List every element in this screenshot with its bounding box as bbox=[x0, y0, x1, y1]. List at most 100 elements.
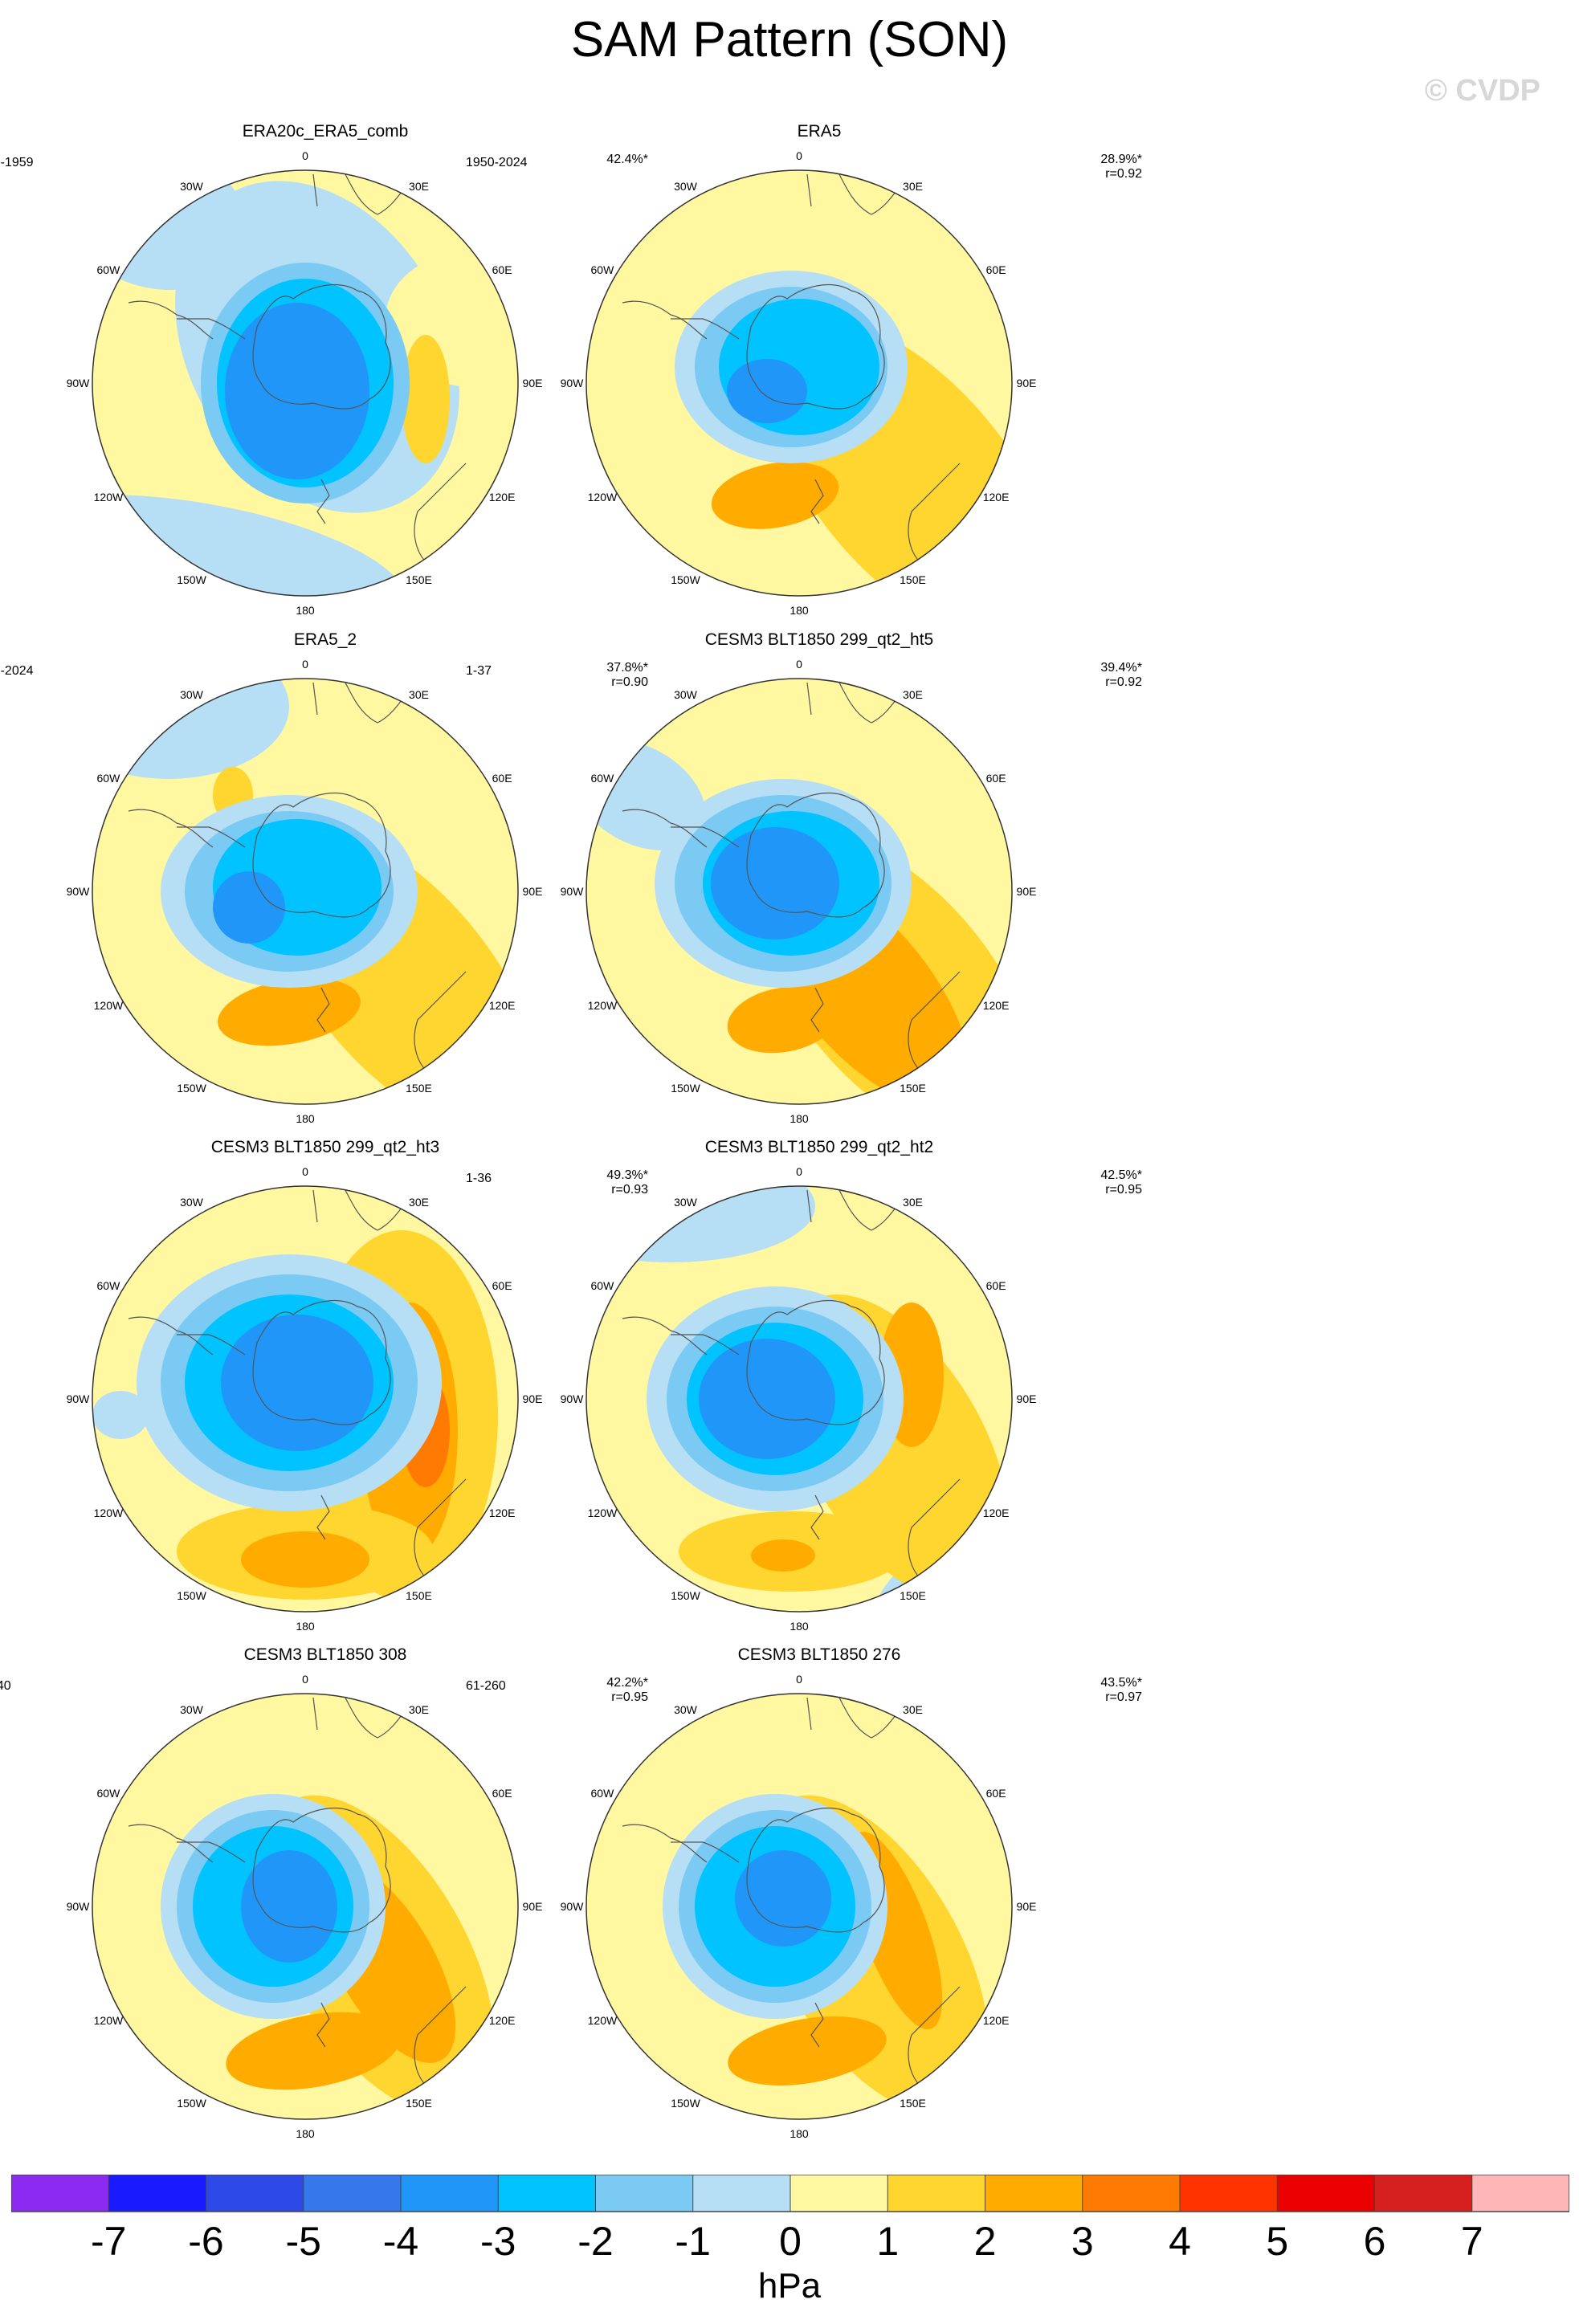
colorbar-swatch bbox=[303, 2175, 401, 2212]
longitude-label: 90E bbox=[1016, 1900, 1037, 1913]
panel-title: ERA5 bbox=[797, 122, 842, 141]
new-zealand-coastline bbox=[316, 987, 330, 1033]
longitude-label: 60E bbox=[492, 771, 512, 785]
longitude-label: 60W bbox=[590, 263, 614, 276]
longitude-label: 150W bbox=[177, 573, 206, 587]
longitude-label: 150W bbox=[671, 1082, 700, 1095]
longitude-label: 150E bbox=[406, 573, 432, 587]
panel-title: CESM3 BLT1850 299_qt2_ht3 bbox=[210, 1138, 440, 1156]
new-zealand-coastline bbox=[316, 2002, 330, 2048]
polar-map bbox=[92, 1693, 519, 2120]
new-zealand-coastline bbox=[810, 479, 824, 524]
longitude-label: 120E bbox=[982, 998, 1010, 1012]
panel-title: CESM3 BLT1850 299_qt2_ht5 bbox=[704, 630, 934, 649]
contour-region bbox=[699, 1339, 835, 1459]
longitude-label: 150W bbox=[671, 573, 700, 587]
longitude-label: 120W bbox=[93, 490, 124, 504]
longitude-label: 180 bbox=[296, 1620, 315, 1633]
longitude-label: 60W bbox=[96, 1278, 120, 1292]
explained-variance: 42.2%* bbox=[606, 1676, 648, 1690]
longitude-label: 150W bbox=[671, 1589, 700, 1603]
colorbar-swatch bbox=[1180, 2175, 1278, 2212]
longitude-label: 60W bbox=[96, 263, 120, 276]
panel-title: CESM3 BLT1850 276 bbox=[737, 1645, 901, 1664]
panel-stats: 42.5%* r=0.95 bbox=[1100, 1168, 1142, 1197]
new-zealand-coastline bbox=[810, 1494, 824, 1540]
map-panel: ERA20c_ERA5_comb 1900-1959 42.4%* 0 30E 60E 90… bbox=[0, 122, 687, 636]
polar-map bbox=[585, 1693, 1013, 2120]
longitude-label: 90W bbox=[560, 1392, 584, 1405]
australia-coastline bbox=[908, 1478, 961, 1584]
longitude-label: 90W bbox=[66, 1900, 90, 1913]
colorbar-swatch bbox=[108, 2175, 206, 2212]
longitude-label: 30E bbox=[409, 179, 429, 193]
australia-coastline bbox=[414, 1478, 467, 1584]
antarctica-coastline bbox=[177, 1808, 391, 1933]
map-boundary bbox=[585, 678, 1013, 1105]
pattern-correlation: r=0.90 bbox=[611, 675, 648, 689]
panel-period: 1-37 bbox=[466, 664, 492, 678]
longitude-label: 150W bbox=[177, 2097, 206, 2110]
longitude-label: 0 bbox=[302, 1165, 308, 1178]
colorbar-tick-label: -4 bbox=[382, 2219, 419, 2264]
longitude-label: 120E bbox=[488, 998, 516, 1012]
longitude-label: 30E bbox=[903, 687, 923, 701]
longitude-label: 120W bbox=[93, 1506, 124, 1519]
longitude-label: 120E bbox=[982, 1506, 1010, 1519]
south-america-coastline bbox=[128, 1824, 214, 1863]
pattern-correlation: r=0.97 bbox=[1105, 1690, 1142, 1704]
longitude-label: 30E bbox=[903, 1195, 923, 1209]
map-panel: CESM3 BLT1850 308 11-140 42.2%*r=0.95 0 30E 6… bbox=[0, 1645, 687, 2159]
contour-region bbox=[213, 871, 285, 944]
panel-stats: 42.2%* r=0.95 bbox=[606, 1676, 648, 1705]
longitude-label: 60E bbox=[985, 1278, 1006, 1292]
panel-period: 61-260 bbox=[466, 1679, 506, 1693]
antarctica-coastline bbox=[671, 284, 885, 410]
new-zealand-coastline bbox=[810, 987, 824, 1033]
longitude-label: 30E bbox=[409, 1702, 429, 1716]
colorbar-swatch bbox=[1471, 2175, 1569, 2212]
colorbar-swatch bbox=[498, 2175, 596, 2212]
colorbar-tick-label: -5 bbox=[285, 2219, 321, 2264]
colorbar-swatch bbox=[595, 2175, 693, 2212]
longitude-label: 90E bbox=[1016, 1392, 1037, 1405]
colorbar-tick-label: -2 bbox=[577, 2219, 614, 2264]
colorbar-swatch bbox=[1374, 2175, 1472, 2212]
colorbar-tick-label: 0 bbox=[779, 2219, 802, 2264]
pattern-correlation: r=0.93 bbox=[611, 1183, 648, 1197]
colorbar-unit: hPa bbox=[757, 2266, 822, 2306]
longitude-label: 60E bbox=[985, 1786, 1006, 1800]
longitude-label: 120E bbox=[488, 2013, 516, 2027]
colorbar-swatch bbox=[692, 2175, 790, 2212]
colorbar-swatch bbox=[985, 2175, 1083, 2212]
longitude-label: 0 bbox=[302, 658, 308, 671]
longitude-label: 90E bbox=[522, 885, 543, 898]
map-boundary bbox=[585, 1185, 1013, 1613]
longitude-label: 90W bbox=[66, 377, 90, 389]
longitude-label: 90W bbox=[66, 885, 90, 898]
polar-map bbox=[92, 169, 519, 597]
colorbar-tick-label: 1 bbox=[876, 2219, 900, 2264]
map-panel: CESM3 BLT1850 276 61-260 43.5%* r=0.97 0 30E 6… bbox=[458, 1645, 1181, 2159]
longitude-label: 90W bbox=[560, 885, 584, 898]
longitude-label: 120W bbox=[587, 490, 618, 504]
contour-region bbox=[241, 1850, 337, 1963]
longitude-label: 0 bbox=[796, 1673, 802, 1686]
map-panel: CESM3 BLT1850 299_qt2_ht2 1-36 42.5%* r=0.9… bbox=[458, 1138, 1181, 1652]
longitude-label: 30W bbox=[674, 1702, 697, 1716]
longitude-label: 120W bbox=[93, 2013, 124, 2027]
antarctica-coastline bbox=[177, 284, 391, 410]
longitude-label: 30E bbox=[409, 687, 429, 701]
longitude-label: 30W bbox=[674, 1195, 697, 1209]
colorbar-swatch bbox=[790, 2175, 888, 2212]
panel-stats: 28.9%* r=0.92 bbox=[1100, 153, 1142, 181]
longitude-label: 120W bbox=[587, 998, 618, 1012]
map-panel: ERA5 1950-2024 28.9%* r=0.92 0 30E 60E 90E 120E 1… bbox=[458, 122, 1181, 636]
contour-region bbox=[727, 359, 807, 423]
longitude-label: 30W bbox=[180, 1702, 203, 1716]
south-america-coastline bbox=[128, 1316, 214, 1356]
panel-period: 1950-2024 bbox=[466, 156, 528, 169]
longitude-label: 180 bbox=[790, 1620, 809, 1633]
longitude-label: 90E bbox=[522, 1392, 543, 1405]
new-zealand-coastline bbox=[316, 1494, 330, 1540]
